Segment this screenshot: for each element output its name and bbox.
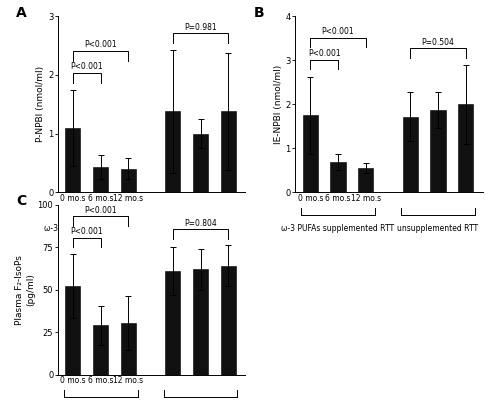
Bar <box>193 134 208 192</box>
Bar <box>93 325 108 375</box>
Bar <box>430 110 446 192</box>
Bar <box>93 167 108 192</box>
Bar <box>165 111 180 192</box>
Text: P<0.001: P<0.001 <box>70 62 103 71</box>
Text: unsupplemented RTT: unsupplemented RTT <box>398 224 478 233</box>
Bar <box>220 266 236 375</box>
Bar <box>193 269 208 375</box>
Text: P<0.001: P<0.001 <box>84 40 117 49</box>
Y-axis label: Plasma F₂-IsoPs
(pg/ml): Plasma F₂-IsoPs (pg/ml) <box>16 255 35 324</box>
Bar <box>165 271 180 375</box>
Text: P<0.001: P<0.001 <box>308 49 340 58</box>
Text: P=0.504: P=0.504 <box>422 38 454 47</box>
Y-axis label: P-NPBI (nmol/ml): P-NPBI (nmol/ml) <box>36 66 45 142</box>
Bar <box>458 104 473 192</box>
Bar <box>358 168 374 192</box>
Bar <box>120 169 136 192</box>
Y-axis label: IE-NPBI (nmol/ml): IE-NPBI (nmol/ml) <box>274 65 282 144</box>
Bar <box>302 115 318 192</box>
Text: P<0.001: P<0.001 <box>70 227 103 237</box>
Text: P=0.804: P=0.804 <box>184 219 217 228</box>
Text: A: A <box>16 6 27 19</box>
Text: B: B <box>254 6 264 19</box>
Text: unsupplemented RTT: unsupplemented RTT <box>160 224 241 233</box>
Text: P=0.981: P=0.981 <box>184 23 217 32</box>
Bar <box>120 323 136 375</box>
Bar <box>220 111 236 192</box>
Text: P<0.001: P<0.001 <box>322 28 354 36</box>
Bar <box>330 162 345 192</box>
Bar <box>65 128 80 192</box>
Bar <box>65 286 80 375</box>
Text: ω-3 PUFAs supplemented RTT: ω-3 PUFAs supplemented RTT <box>282 224 395 233</box>
Text: ω-3 PUFAs supplemented RTT: ω-3 PUFAs supplemented RTT <box>44 224 157 233</box>
Text: P<0.001: P<0.001 <box>84 206 117 215</box>
Text: C: C <box>16 194 26 208</box>
Bar <box>402 117 418 192</box>
